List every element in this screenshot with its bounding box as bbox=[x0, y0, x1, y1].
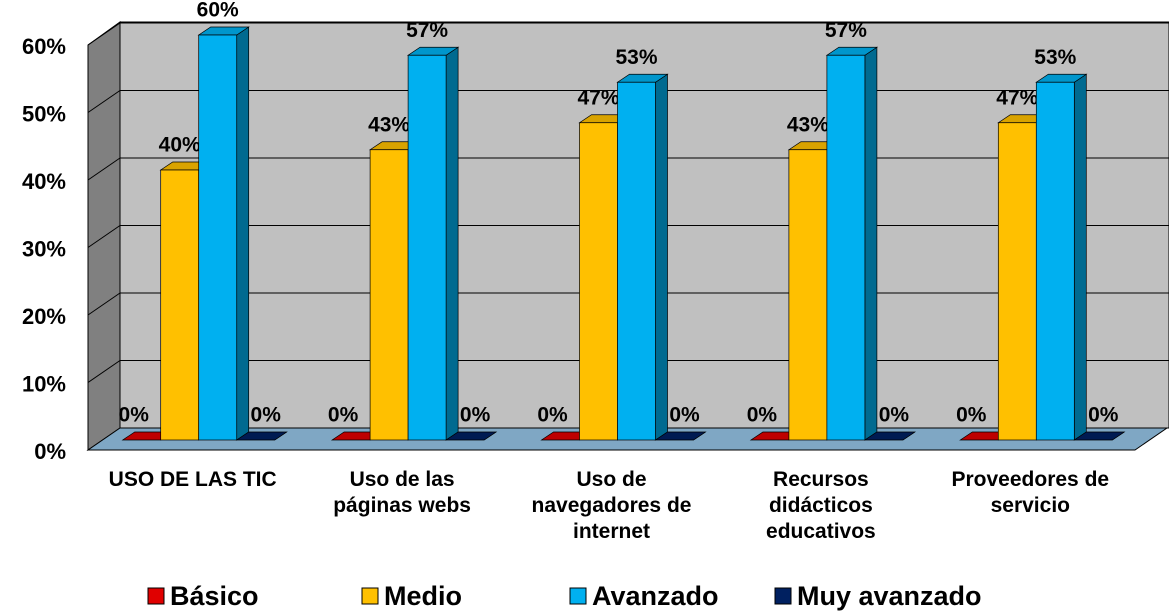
legend-label: Avanzado bbox=[592, 581, 719, 611]
bar-side bbox=[445, 46, 459, 441]
x-tick-label: USO DE LAS TIC bbox=[108, 468, 277, 491]
data-label: 0% bbox=[537, 404, 568, 427]
bar bbox=[160, 169, 200, 441]
data-label: 43% bbox=[787, 113, 829, 136]
bar bbox=[997, 122, 1037, 441]
grid-line bbox=[87, 292, 121, 316]
data-label: 60% bbox=[197, 0, 239, 22]
grid-line bbox=[87, 157, 121, 181]
bar-side bbox=[236, 26, 250, 441]
bar bbox=[826, 54, 866, 441]
data-label: 57% bbox=[406, 19, 448, 42]
y-tick-label: 50% bbox=[22, 101, 66, 126]
data-label: 0% bbox=[460, 404, 491, 427]
legend-label: Básico bbox=[170, 581, 259, 611]
bar-top bbox=[1073, 431, 1126, 441]
data-label: 57% bbox=[825, 19, 867, 42]
bar bbox=[788, 149, 828, 441]
data-label: 53% bbox=[615, 46, 657, 69]
bar-top bbox=[444, 431, 498, 441]
grid-line bbox=[87, 360, 121, 383]
bar-top bbox=[654, 431, 707, 441]
legend-swatch bbox=[361, 587, 379, 605]
data-label: 0% bbox=[119, 404, 150, 427]
y-tick-label: 0% bbox=[34, 439, 66, 464]
grid-line bbox=[87, 22, 121, 46]
legend-swatch bbox=[774, 587, 792, 605]
y-tick-label: 60% bbox=[22, 34, 66, 59]
bar bbox=[1035, 81, 1075, 441]
data-label: 0% bbox=[747, 404, 778, 427]
y-tick-label: 30% bbox=[22, 236, 66, 261]
x-tick-label: Proveedores de servicio bbox=[951, 468, 1110, 517]
bar bbox=[617, 81, 656, 441]
data-label: 0% bbox=[328, 404, 359, 427]
data-label: 0% bbox=[1088, 404, 1119, 427]
bar-side bbox=[1073, 73, 1087, 441]
data-label: 0% bbox=[251, 404, 282, 427]
grid-line bbox=[87, 90, 121, 113]
legend-swatch bbox=[147, 587, 165, 605]
bar bbox=[579, 122, 618, 441]
legend-label: Medio bbox=[384, 581, 462, 611]
legend-swatch bbox=[569, 587, 587, 605]
y-tick-label: 10% bbox=[22, 371, 66, 396]
bar-top bbox=[863, 431, 917, 441]
data-label: 40% bbox=[159, 134, 201, 157]
x-tick-label: Uso de las páginas webs bbox=[333, 468, 471, 517]
bar-top bbox=[235, 431, 288, 441]
data-label: 47% bbox=[577, 86, 619, 109]
data-label: 47% bbox=[996, 86, 1038, 109]
bar bbox=[198, 34, 238, 441]
data-label: 53% bbox=[1034, 46, 1076, 69]
bar-side bbox=[655, 73, 668, 441]
data-label: 0% bbox=[956, 404, 987, 427]
data-label: 43% bbox=[368, 113, 410, 136]
x-tick-label: Recursos didácticos educativos bbox=[766, 468, 876, 543]
data-label: 0% bbox=[669, 404, 700, 427]
grid-line bbox=[87, 225, 121, 248]
y-tick-label: 40% bbox=[22, 169, 66, 194]
x-tick-label: Uso de navegadores de internet bbox=[531, 468, 692, 543]
bar bbox=[407, 54, 447, 441]
y-tick-label: 20% bbox=[22, 304, 66, 329]
data-label: 0% bbox=[879, 404, 910, 427]
bar bbox=[369, 149, 409, 441]
legend-label: Muy avanzado bbox=[797, 581, 982, 611]
bar-side bbox=[864, 46, 878, 441]
